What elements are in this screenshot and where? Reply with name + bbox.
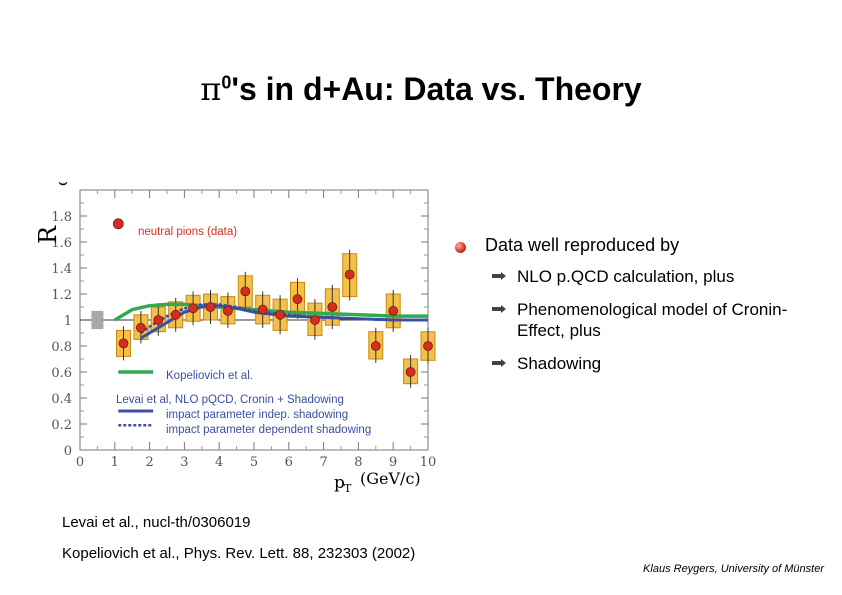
x-axis-label-sub: T [344,482,352,495]
dep-shadowing-curve [140,303,428,335]
arrow-bullet-icon [492,305,506,313]
legend-data-label: neutral pions (data) [138,226,237,238]
data-point [405,367,416,377]
x-tick-label: 1 [111,455,119,470]
y-tick-label: 0.6 [51,366,72,381]
data-point [222,305,233,316]
data-point [423,341,433,351]
x-axis-unit: (GeV/c) [360,469,421,488]
data-point [275,309,286,320]
sub-bullet-text: Shadowing [517,354,602,373]
title-pi: π [200,70,222,108]
x-tick-label: 10 [420,455,437,470]
y-tick-label: 0.4 [51,392,72,407]
y-tick-label: 1.2 [51,288,72,303]
arrow-bullet-icon [492,272,506,280]
y-tick-label: 1.6 [51,236,72,251]
legend-kop-label: Kopeliovich et al. [166,370,253,382]
plot-layer: 0 0.2 0.4 0.6 0.8 1 1.2 1.4 1.6 1.8 0 1 2 3 4 5 6 7 8 9 10 [51,189,437,470]
x-axis-label: p [334,473,345,493]
x-tick-label: 3 [180,455,188,470]
y-tick-label: 0 [64,444,72,459]
x-tick-label: 0 [76,455,84,470]
y-axis-label-sub: dA [53,182,71,186]
y-tick-label: 1.8 [51,210,72,225]
data-point [205,302,216,312]
main-bullet: Data well reproduced by [455,235,835,256]
data-point [388,305,399,316]
data-point [153,315,164,325]
reference-levai: Levai et al., nucl-th/0306019 [62,514,251,531]
y-axis-label: R [34,225,62,244]
data-point [188,303,199,314]
author-credit: Klaus Reygers, University of Münster [643,563,824,575]
data-point [257,304,268,315]
sub-bullet-text: NLO p.QCD calculation, plus [517,267,735,286]
legend-data-marker [112,218,124,230]
title-text: 's in d+Au: Data vs. Theory [231,71,642,107]
x-tick-label: 8 [354,455,362,470]
data-point [309,315,320,325]
sub-bullet: NLO p.QCD calculation, plus [455,266,835,287]
data-point [344,269,355,280]
reference-kopeliovich: Kopeliovich et al., Phys. Rev. Lett. 88,… [62,545,416,562]
bullet-list: Data well reproduced by NLO p.QCD calcul… [455,235,835,386]
data-point [118,338,129,349]
data-point [136,322,146,333]
x-tick-label: 9 [389,455,397,470]
bullet-dot-icon [455,242,466,253]
x-tick-label: 6 [285,455,293,470]
arrow-bullet-icon [492,359,506,367]
y-tick-label: 0.2 [51,418,72,433]
legend-indep-label: impact parameter indep. shadowing [166,409,348,421]
sub-bullet: Phenomenological model of Cronin-Effect,… [455,299,835,341]
rda-chart: 0 0.2 0.4 0.6 0.8 1 1.2 1.4 1.6 1.8 0 1 2 3 4 5 6 7 8 9 10 R… [34,182,437,495]
y-tick-label: 1.4 [51,262,72,277]
data-point [327,302,338,312]
y-tick-label: 1 [64,314,72,329]
sub-bullet: Shadowing [455,353,835,374]
normalization-uncertainty-box [91,310,104,330]
x-tick-label: 2 [145,455,153,470]
main-bullet-text: Data well reproduced by [485,235,680,255]
data-point [370,341,381,351]
legend-levai-title: Levai et al, NLO pQCD, Cronin + Shadowin… [116,394,344,406]
legend-dep-label: impact parameter dependent shadowing [166,424,371,436]
y-tick-label: 0.8 [51,340,72,355]
sub-bullet-text: Phenomenological model of Cronin-Effect,… [517,300,788,340]
x-tick-label: 4 [215,455,223,470]
x-tick-label: 5 [250,455,258,470]
x-tick-label: 7 [319,455,327,470]
title-superscript: 0 [221,72,232,93]
data-point [292,294,303,305]
slide-title: π0's in d+Au: Data vs. Theory [0,70,842,108]
data-point [170,309,181,320]
data-point [240,286,251,297]
